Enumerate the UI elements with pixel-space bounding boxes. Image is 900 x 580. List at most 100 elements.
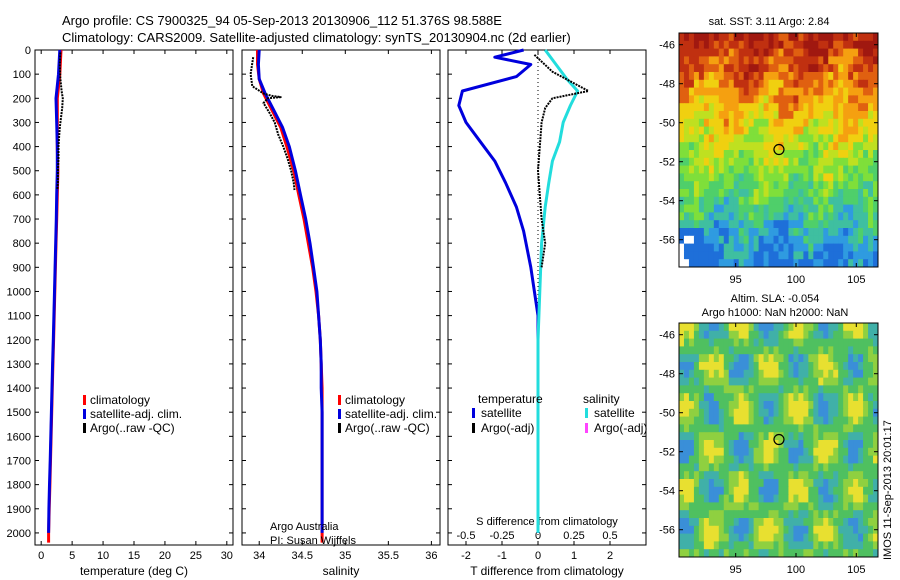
sst-map-cell bbox=[703, 196, 710, 206]
sla-map-cell bbox=[818, 510, 824, 519]
sla-map-cell bbox=[708, 525, 715, 535]
sla-map-cell bbox=[743, 471, 750, 480]
sst-map-cell bbox=[778, 235, 784, 245]
sla-map-cell bbox=[788, 385, 794, 394]
sst-map-cell bbox=[698, 56, 705, 65]
sla-map-cell bbox=[753, 377, 760, 386]
sst-map-cell bbox=[803, 243, 809, 252]
sla-map-cell bbox=[723, 369, 730, 379]
sla-map-cell bbox=[823, 323, 829, 332]
sla-map-cell bbox=[783, 385, 789, 394]
sla-map-cell bbox=[748, 393, 755, 402]
sst-map-cell bbox=[738, 87, 745, 96]
sla-map-cell bbox=[778, 323, 784, 332]
sla-map-cell bbox=[763, 471, 770, 480]
sst-map-cell bbox=[763, 48, 770, 57]
sst-map-cell bbox=[688, 235, 695, 245]
sst-map-cell bbox=[808, 259, 814, 268]
sst-map-cell bbox=[833, 181, 839, 190]
sst-map-cell bbox=[753, 87, 760, 96]
sla-map-cell bbox=[733, 369, 740, 379]
sst-map-cell bbox=[768, 235, 775, 245]
sst-map-cell bbox=[788, 235, 794, 245]
sla-map-cell bbox=[718, 369, 725, 379]
sst-map-cell bbox=[838, 157, 844, 167]
sla-map-cell bbox=[838, 354, 844, 363]
sla-map-cell bbox=[848, 369, 854, 379]
sst-map-cell bbox=[803, 212, 809, 221]
sla-map-frame bbox=[678, 322, 879, 558]
sla-map-cell bbox=[873, 533, 879, 542]
sst-map-cell bbox=[803, 181, 809, 190]
sst-map-cell bbox=[798, 79, 804, 89]
sst-map-cell bbox=[688, 103, 695, 112]
sst-map-cell bbox=[738, 228, 745, 237]
difference-top-tick-label: -0.25 bbox=[489, 530, 514, 542]
sst-map-cell bbox=[838, 48, 844, 57]
sla-map-cell bbox=[788, 463, 794, 472]
sla-map-cell bbox=[733, 486, 740, 496]
sla-map-cell bbox=[808, 432, 814, 441]
sla-map-cell bbox=[733, 377, 740, 386]
sst-map-cell bbox=[753, 150, 760, 159]
sla-map-cell bbox=[833, 510, 839, 519]
sla-map-cell bbox=[803, 494, 809, 503]
sst-map-cell bbox=[843, 72, 849, 81]
sst-map-cell bbox=[693, 111, 700, 120]
legend-label: satellite-adj. clim. bbox=[345, 407, 437, 421]
sla-map-cell bbox=[868, 338, 874, 347]
sst-map-cell bbox=[728, 259, 735, 268]
sla-map-cell bbox=[843, 401, 849, 410]
sst-map-cell bbox=[803, 87, 809, 96]
sst-map-cell bbox=[773, 243, 779, 252]
sla-map-cell bbox=[763, 330, 770, 340]
sst-map-cell bbox=[863, 118, 869, 128]
temperature-xtick-label: 30 bbox=[221, 550, 233, 562]
sst-map-cell bbox=[873, 64, 879, 73]
sst-map-cell bbox=[778, 118, 784, 128]
sst-map-cell bbox=[688, 189, 695, 198]
sla-map-cell bbox=[683, 416, 690, 425]
sst-map-cell bbox=[679, 72, 685, 81]
sst-map-cell bbox=[828, 150, 834, 159]
sst-map-cell bbox=[788, 157, 794, 167]
sla-map-title-line-2: Argo h1000: NaN h2000: NaN bbox=[702, 307, 849, 319]
sst-map-cell bbox=[808, 204, 814, 213]
sst-map-cell bbox=[748, 134, 755, 143]
sst-map-cell bbox=[723, 165, 730, 174]
sst-map-cell bbox=[828, 134, 834, 143]
sla-map-cell bbox=[733, 455, 740, 464]
sst-map-cell bbox=[693, 134, 700, 143]
sla-map-cell bbox=[763, 541, 770, 550]
sst-map-cell bbox=[708, 189, 715, 198]
sst-map-cell bbox=[783, 173, 789, 182]
sst-map-cell bbox=[818, 259, 824, 268]
sst-map-cell bbox=[873, 95, 879, 104]
sst-map-cell bbox=[679, 134, 685, 143]
sla-map-cell bbox=[723, 377, 730, 386]
sst-map-cell bbox=[723, 157, 730, 167]
sst-map-cell bbox=[838, 134, 844, 143]
sla-map-cell bbox=[718, 377, 725, 386]
sst-map-cell bbox=[758, 189, 765, 198]
sla-map-cell bbox=[723, 471, 730, 480]
sst-map-cell bbox=[808, 48, 814, 57]
sla-lat-label: -48 bbox=[659, 369, 675, 381]
sla-map-cell bbox=[708, 502, 715, 511]
sla-map-cell bbox=[843, 338, 849, 347]
legend-swatch bbox=[338, 423, 341, 433]
sla-map-cell bbox=[683, 362, 690, 371]
sla-map-cell bbox=[798, 385, 804, 394]
sla-map-cell bbox=[753, 408, 760, 418]
sst-map-cell bbox=[679, 212, 685, 221]
sst-map-cell bbox=[803, 40, 809, 50]
sst-map-cell bbox=[738, 95, 745, 104]
sst-map-cell bbox=[748, 173, 755, 182]
sla-map-cell bbox=[723, 338, 730, 347]
sst-map-cell bbox=[773, 87, 779, 96]
sla-map-cell bbox=[858, 393, 864, 402]
sla-map-cell bbox=[688, 408, 695, 418]
sla-map-cell bbox=[748, 455, 755, 464]
sst-map-cell bbox=[788, 220, 794, 229]
sst-map-cell bbox=[773, 251, 779, 260]
